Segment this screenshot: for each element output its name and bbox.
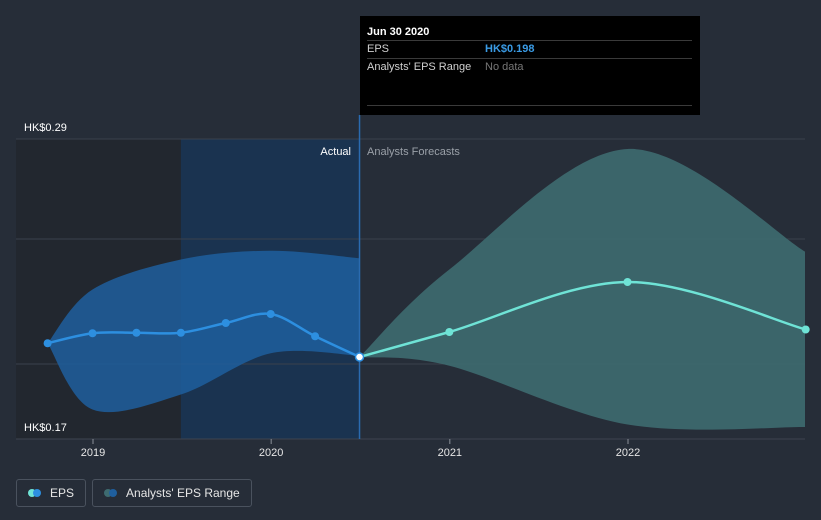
eps-swatch-icon xyxy=(28,489,42,497)
eps-point[interactable] xyxy=(88,329,97,338)
tooltip-range-label: Analysts' EPS Range xyxy=(367,61,472,73)
legend-item-range[interactable]: Analysts' EPS Range xyxy=(92,479,252,507)
x-axis: 2019 2020 2021 2022 xyxy=(81,439,640,459)
forecast-label: Analysts Forecasts xyxy=(367,146,460,158)
data-points xyxy=(43,278,810,362)
y-axis-top-label: HK$0.29 xyxy=(24,122,67,134)
actual-eps-range-band xyxy=(47,250,360,413)
eps-point[interactable] xyxy=(176,328,185,337)
eps-point[interactable] xyxy=(132,328,141,337)
range-swatch-icon xyxy=(104,489,118,497)
eps-forecast-point[interactable] xyxy=(445,328,454,336)
eps-point[interactable] xyxy=(354,352,365,362)
tooltip-eps-value: HK$0.198 xyxy=(485,43,535,55)
tooltip-range-value: No data xyxy=(485,61,524,73)
eps-point[interactable] xyxy=(221,319,230,327)
legend-item-eps[interactable]: EPS xyxy=(16,479,87,507)
legend: EPS Analysts' EPS Range xyxy=(16,479,252,507)
y-axis-bottom-label: HK$0.17 xyxy=(24,422,67,434)
tooltip: Jun 30 2020 EPS HK$0.198 Analysts' EPS R… xyxy=(360,16,700,115)
tooltip-eps-row: EPS HK$0.198 xyxy=(367,40,692,58)
eps-forecast-line xyxy=(359,280,805,359)
legend-eps-label: EPS xyxy=(50,486,75,500)
eps-point[interactable] xyxy=(43,339,52,348)
tooltip-divider xyxy=(367,105,692,106)
x-tick-label: 2019 xyxy=(81,447,105,459)
forecast-eps-range-band xyxy=(359,148,805,430)
eps-point[interactable] xyxy=(311,332,320,341)
x-tick-label: 2021 xyxy=(438,447,462,459)
legend-range-label: Analysts' EPS Range xyxy=(126,486,240,500)
tooltip-range-row: Analysts' EPS Range No data xyxy=(367,58,692,76)
eps-forecast-point[interactable] xyxy=(623,278,632,286)
actual-label: Actual xyxy=(320,146,351,158)
x-tick-label: 2020 xyxy=(259,447,283,459)
tooltip-date: Jun 30 2020 xyxy=(367,26,430,38)
eps-forecast-point[interactable] xyxy=(801,325,810,334)
x-tick-label: 2022 xyxy=(616,447,640,459)
tooltip-eps-label: EPS xyxy=(367,43,390,55)
eps-point[interactable] xyxy=(266,310,275,318)
